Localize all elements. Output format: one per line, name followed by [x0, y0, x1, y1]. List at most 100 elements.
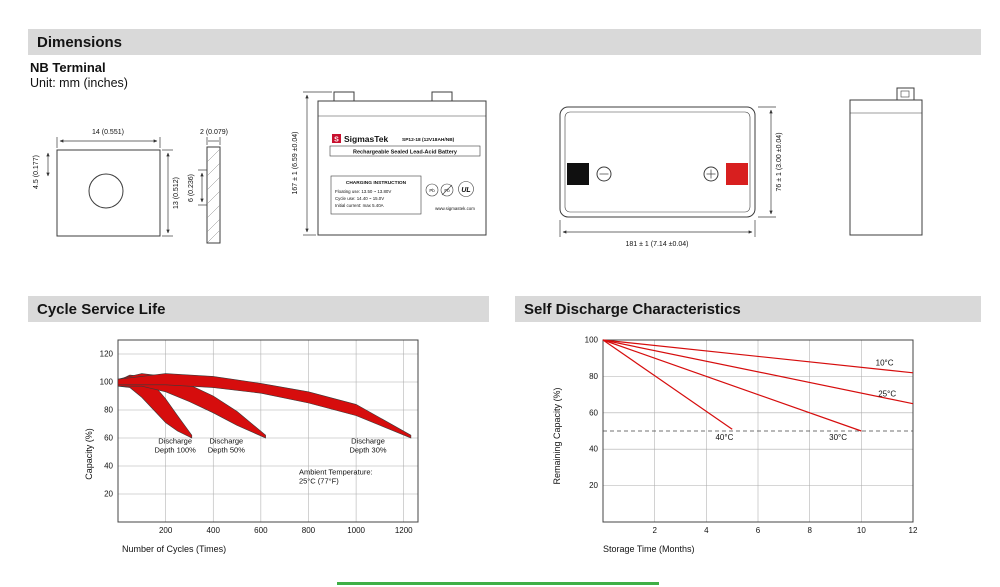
- battery-top-inner-wall: [564, 111, 751, 213]
- brand-logo-icon: [332, 134, 341, 143]
- self-discharge-title: Self Discharge Characteristics: [524, 300, 741, 318]
- x-axis-title: Number of Cycles (Times): [122, 544, 226, 554]
- terminal-plate: [56, 149, 161, 237]
- hatch-line: [206, 148, 221, 163]
- chart-annotation: Discharge: [351, 437, 385, 446]
- battery-side-terminal: [896, 87, 915, 101]
- charging-instruction-box: [330, 175, 422, 215]
- x-tick-label: 2: [652, 526, 657, 535]
- pb-label: Pb: [429, 188, 435, 193]
- x-tick-label: 6: [756, 526, 761, 535]
- cycle-service-life-chart: Capacity (%) Number of Cycles (Times) 20…: [56, 326, 476, 576]
- terminal-hole: [88, 173, 124, 209]
- footer-accent-bar: [337, 582, 659, 585]
- hatch-line: [206, 162, 221, 177]
- plot-border: [117, 339, 419, 523]
- battery-top-view: 181 ± 1 (7.14 ±0.04) 76 ± 1 (3.00 ±0.04): [559, 106, 783, 248]
- self-discharge-chart: Remaining Capacity (%) Storage Time (Mon…: [545, 326, 965, 576]
- chart-annotation: Depth 30%: [349, 446, 386, 455]
- x-tick-label: 10: [857, 526, 866, 535]
- y-tick-label: 80: [104, 406, 113, 415]
- y-tick-label: 20: [589, 481, 598, 490]
- dim-battery-length: 181 ± 1 (7.14 ±0.04): [626, 241, 689, 248]
- series-line: [602, 339, 914, 374]
- terminal-type-label: NB Terminal: [30, 60, 106, 75]
- battery-type-line: Rechargeable Sealed Lead-Acid Battery: [353, 150, 458, 156]
- dim-terminal-thickness: 2 (0.079): [200, 129, 228, 136]
- negative-terminal: [567, 163, 589, 185]
- x-tick-label: 800: [302, 526, 316, 535]
- y-tick-label: 40: [589, 445, 598, 454]
- y-axis-title: Capacity (%): [84, 428, 94, 480]
- x-tick-label: 400: [207, 526, 221, 535]
- charging-line-1: Floating use: 13.50 ~ 13.80V: [335, 189, 391, 194]
- model-number: SP12-18 (12V18AH/NB): [402, 137, 455, 143]
- ul-label: UL: [461, 187, 470, 194]
- dim-terminal-offset: 4.5 (0.177): [33, 155, 40, 189]
- chart-annotation: Ambient Temperature:: [299, 467, 373, 476]
- brand-name: SigmasTek: [344, 134, 389, 144]
- battery-body: [317, 100, 487, 236]
- charging-line-2: Cycle use: 14.40 ~ 15.0V: [335, 196, 384, 201]
- hatch-line: [206, 218, 221, 233]
- x-tick-label: 600: [254, 526, 268, 535]
- positive-symbol-icon: [703, 166, 719, 182]
- x-axis-title: Storage Time (Months): [603, 544, 695, 554]
- pb-cross-line: [441, 184, 453, 196]
- chart-annotation: 25°C (77°F): [299, 476, 339, 485]
- y-tick-label: 100: [585, 336, 599, 345]
- dim-terminal-width: 14 (0.551): [92, 129, 124, 136]
- y-tick-label: 80: [589, 372, 598, 381]
- charging-title: CHARGING INSTRUCTION: [346, 180, 407, 186]
- battery-top-body: [559, 106, 756, 218]
- chart-annotation: Depth 50%: [208, 446, 245, 455]
- y-tick-label: 120: [100, 350, 114, 359]
- y-axis-title: Remaining Capacity (%): [552, 387, 562, 484]
- chart-annotation: Discharge: [209, 437, 243, 446]
- chart-annotation: Depth 100%: [155, 446, 197, 455]
- y-tick-label: 100: [100, 378, 114, 387]
- hatch-line: [206, 176, 221, 191]
- cycle-life-title: Cycle Service Life: [37, 300, 166, 318]
- x-tick-label: 4: [704, 526, 709, 535]
- charging-line-3: Initial current: max 5.40A: [335, 203, 384, 208]
- negative-symbol-icon: [596, 166, 612, 182]
- x-tick-label: 12: [909, 526, 918, 535]
- website-text: www.sigmastek.com: [435, 206, 475, 211]
- y-tick-label: 20: [104, 490, 113, 499]
- battery-side-view: [849, 87, 923, 236]
- unit-note: Unit: mm (inches): [30, 76, 128, 90]
- section-header-self-discharge: Self Discharge Characteristics: [515, 296, 981, 322]
- battery-terminal-left: [333, 91, 355, 102]
- hatch-line: [206, 230, 220, 244]
- section-header-dimensions: Dimensions: [28, 29, 981, 55]
- series-line: [602, 339, 862, 432]
- series-line: [602, 339, 733, 430]
- battery-side-terminal-hole: [900, 90, 910, 98]
- type-line-box: [329, 145, 481, 157]
- ul-icon: [458, 181, 474, 197]
- series-line: [602, 339, 914, 405]
- series-label: 10°C: [876, 358, 894, 367]
- y-tick-label: 60: [589, 408, 598, 417]
- hatch-line: [206, 190, 221, 205]
- dim-terminal-height: 13 (0.512): [173, 177, 180, 209]
- series-label: 30°C: [829, 433, 847, 442]
- section-header-cycle-life: Cycle Service Life: [28, 296, 489, 322]
- discharge-band: [117, 373, 412, 439]
- positive-terminal: [726, 163, 748, 185]
- series-label: 40°C: [715, 433, 733, 442]
- brand-logo-letter: S: [334, 137, 339, 144]
- terminal-front-view: 14 (0.551) 4.5 (0.177) 13 (0.512): [33, 129, 180, 237]
- x-tick-label: 1000: [347, 526, 365, 535]
- battery-side-body: [849, 99, 923, 236]
- chart-annotation: Discharge: [158, 437, 192, 446]
- y-tick-label: 60: [104, 434, 113, 443]
- y-tick-label: 40: [104, 462, 113, 471]
- pb-recycle-icon: [425, 183, 439, 197]
- pb-crossed-icon: [440, 183, 454, 197]
- battery-front-view: S SigmasTek SP12-18 (12V18AH/NB) Recharg…: [292, 91, 487, 236]
- x-tick-label: 1200: [395, 526, 413, 535]
- hatch-line: [206, 204, 221, 219]
